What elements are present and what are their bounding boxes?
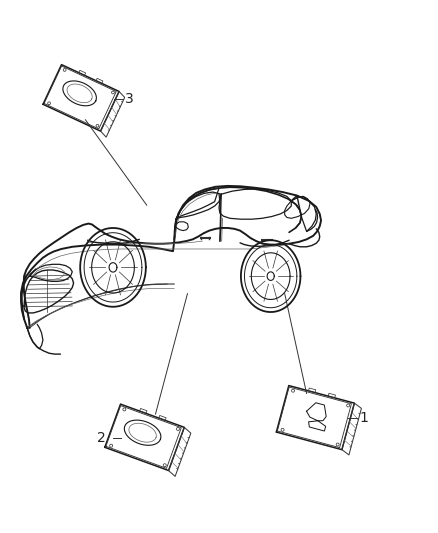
Text: 1: 1	[359, 411, 368, 425]
Text: 3: 3	[125, 92, 134, 106]
Text: 2: 2	[97, 431, 106, 445]
